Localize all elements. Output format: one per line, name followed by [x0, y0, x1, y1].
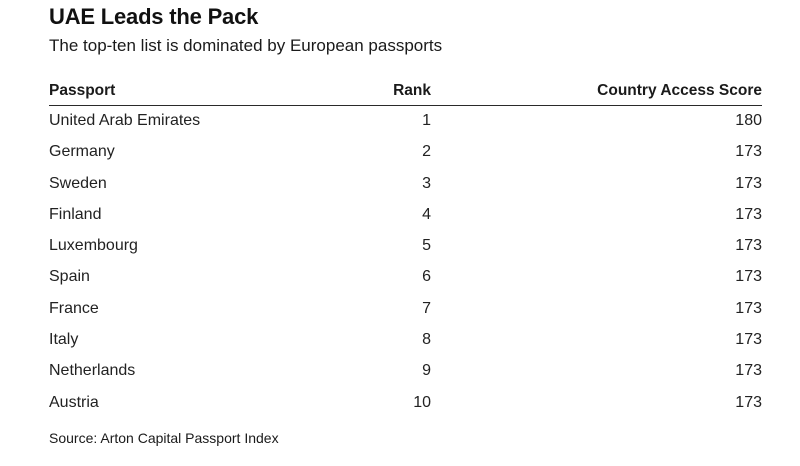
rank-cell: 1 [422, 112, 431, 129]
rank-cell: 7 [422, 299, 431, 317]
table-row: Spain 6 173 [49, 262, 762, 293]
rank-cell: 4 [422, 205, 431, 223]
rank-cell: 3 [422, 174, 431, 192]
table-row: Sweden 3 173 [49, 169, 762, 200]
score-cell: 173 [735, 362, 762, 380]
column-header-score: Country Access Score [597, 82, 762, 99]
passport-name-cell: Luxembourg [49, 237, 138, 255]
score-cell: 180 [735, 112, 762, 129]
table-row: United Arab Emirates 1 180 [49, 106, 762, 137]
score-cell: 173 [735, 174, 762, 192]
passport-name-cell: Sweden [49, 174, 107, 192]
passport-name-cell: Netherlands [49, 362, 136, 380]
passport-name-cell: Germany [49, 143, 115, 161]
rank-cell: 5 [422, 237, 431, 255]
passport-name-cell: Austria [49, 393, 99, 411]
passport-name-cell: Spain [49, 268, 90, 286]
source-note: Source: Arton Capital Passport Index [49, 430, 279, 446]
passport-table: Passport Rank Country Access Score Unite… [49, 78, 762, 419]
table-row: Luxembourg 5 173 [49, 231, 762, 262]
score-cell: 173 [735, 143, 762, 161]
table-row: Austria 10 173 [49, 388, 762, 419]
chart-title: UAE Leads the Pack [49, 4, 259, 29]
rank-cell: 9 [422, 362, 431, 380]
rank-cell: 2 [422, 143, 431, 161]
chart-subtitle: The top-ten list is dominated by Europea… [49, 36, 443, 55]
rank-cell: 6 [422, 268, 431, 286]
score-cell: 173 [735, 205, 762, 223]
score-cell: 173 [735, 268, 762, 286]
passport-name-cell: United Arab Emirates [49, 112, 201, 129]
table-body: United Arab Emirates 1 180 Germany 2 173 Swede… [49, 106, 762, 419]
score-cell: 173 [735, 393, 762, 411]
rank-cell: 8 [422, 331, 431, 349]
passport-name-cell: Finland [49, 205, 102, 223]
table-row: France 7 173 [49, 294, 762, 325]
table-row: Netherlands 9 173 [49, 356, 762, 387]
rank-cell: 10 [413, 393, 431, 411]
passport-name-cell: France [49, 299, 99, 317]
score-cell: 173 [735, 237, 762, 255]
table-row: Germany 2 173 [49, 137, 762, 168]
column-header-passport: Passport [49, 82, 116, 99]
table-header-row: Passport Rank Country Access Score [49, 78, 762, 106]
table-row: Finland 4 173 [49, 200, 762, 231]
table-row: Italy 8 173 [49, 325, 762, 356]
column-header-rank: Rank [393, 82, 431, 99]
score-cell: 173 [735, 331, 762, 349]
passport-name-cell: Italy [49, 331, 79, 349]
score-cell: 173 [735, 299, 762, 317]
